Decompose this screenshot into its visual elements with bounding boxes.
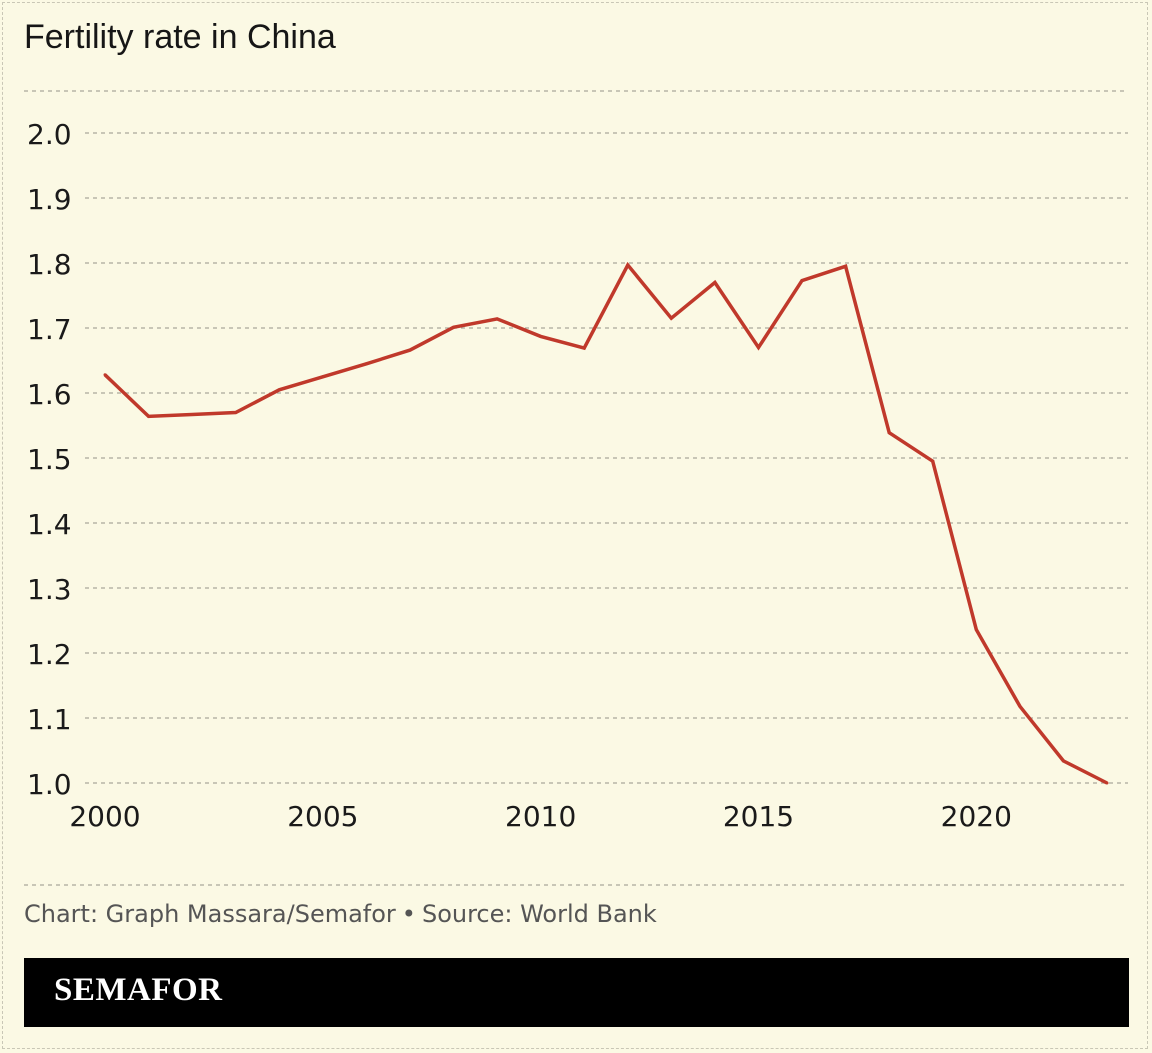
semafor-logo: SEMAFOR [54, 972, 223, 1008]
data-point [234, 411, 238, 414]
data-point [321, 375, 325, 379]
data-point [452, 325, 456, 329]
series-line [103, 261, 1108, 785]
chart-credit: Chart: Graph Massara/Semafor [24, 900, 396, 928]
data-point [756, 346, 760, 349]
data-point [1018, 704, 1022, 708]
data-point [1061, 759, 1065, 763]
data-point [147, 414, 151, 418]
chart-title: Fertility rate in China [24, 18, 336, 56]
data-point [713, 281, 717, 284]
data-point [277, 388, 281, 392]
data-point [974, 628, 978, 632]
y-tick-label: 1.4 [27, 508, 72, 541]
x-tick-label: 2000 [69, 800, 140, 833]
y-tick-label: 1.2 [27, 638, 72, 671]
data-point [1105, 781, 1109, 785]
data-point [364, 362, 368, 366]
y-tick-label: 1.9 [27, 183, 72, 216]
separator-dot: • [401, 900, 416, 928]
data-point [103, 373, 107, 377]
y-tick-label: 2.0 [27, 118, 72, 151]
x-tick-label: 2015 [723, 800, 794, 833]
y-tick-label: 1.1 [27, 703, 72, 736]
data-point [495, 317, 499, 321]
data-point [800, 279, 804, 283]
y-tick-label: 1.0 [27, 768, 72, 801]
y-tick-label: 1.3 [27, 573, 72, 606]
data-point [931, 459, 935, 463]
brand-bar: SEMAFOR [24, 958, 1129, 1027]
data-point [669, 316, 673, 320]
data-point [626, 263, 630, 267]
data-point [190, 412, 194, 416]
y-tick-label: 1.7 [27, 313, 72, 346]
data-point [408, 348, 412, 352]
y-tick-label: 1.8 [27, 248, 72, 281]
data-point [844, 264, 848, 268]
gridlines [24, 90, 1128, 886]
data-point [887, 431, 891, 435]
source-credit: Source: World Bank [421, 900, 657, 928]
series-group [103, 261, 1109, 785]
x-axis-ticks: 2000 2005 2010 2015 2020 [69, 800, 1012, 833]
y-tick-label: 1.6 [27, 378, 72, 411]
y-axis-ticks: 1.0 1.1 1.2 1.3 1.4 1.5 1.6 1.7 1.8 1.9 2.0 [27, 118, 72, 801]
y-tick-label: 1.5 [27, 443, 72, 476]
data-point [582, 346, 586, 350]
source-line: Chart: Graph Massara/Semafor • Source: Wor… [24, 900, 657, 928]
data-point [539, 334, 543, 338]
x-tick-label: 2005 [287, 800, 358, 833]
x-tick-label: 2020 [941, 800, 1012, 833]
x-tick-label: 2010 [505, 800, 576, 833]
